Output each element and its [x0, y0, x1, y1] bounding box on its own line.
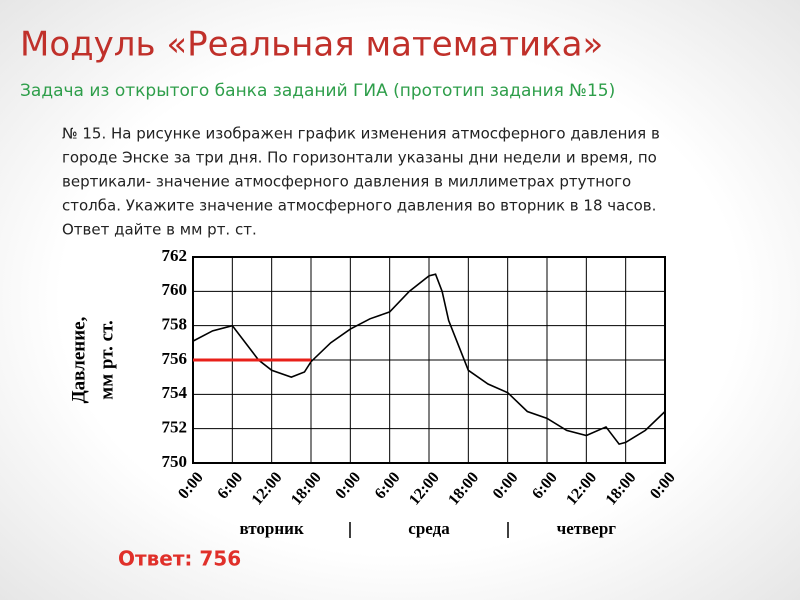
y-tick-label: 762	[162, 246, 188, 265]
problem-line: столба. Укажите значение атмосферного да…	[62, 197, 656, 215]
x-tick-label: 6:00	[214, 469, 246, 502]
y-tick-label: 750	[162, 452, 188, 471]
title: Модуль «Реальная математика»	[20, 25, 603, 65]
y-axis-label: Давление,	[68, 316, 89, 403]
x-tick-label: 18:00	[288, 469, 325, 509]
x-tick-label: 12:00	[406, 469, 443, 509]
day-label: четверг	[557, 519, 617, 538]
day-label: вторник	[240, 519, 304, 538]
y-tick-label: 760	[162, 280, 188, 299]
problem-line: вертикали- значение атмосферного давлени…	[62, 173, 631, 191]
y-axis-label: мм рт. ст.	[96, 320, 117, 399]
x-tick-label: 0:00	[647, 469, 679, 502]
x-tick-label: 0:00	[490, 469, 522, 502]
x-tick-label: 12:00	[249, 469, 286, 509]
problem-line: Ответ дайте в мм рт. ст.	[62, 221, 257, 239]
y-tick-label: 754	[162, 383, 188, 402]
subtitle: Задача из открытого банка заданий ГИА (п…	[20, 81, 615, 101]
problem-line: городе Энске за три дня. По горизонтали …	[62, 149, 657, 167]
x-tick-label: 6:00	[372, 469, 404, 502]
x-tick-label: 12:00	[563, 469, 600, 509]
x-tick-label: 18:00	[603, 469, 640, 509]
pressure-line	[192, 273, 666, 446]
problem-line: № 15. На рисунке изображен график измене…	[62, 125, 660, 143]
day-label: среда	[408, 519, 450, 538]
x-tick-label: 18:00	[445, 469, 482, 509]
y-tick-label: 758	[162, 315, 188, 334]
y-tick-label: 752	[162, 418, 188, 437]
answer: Ответ: 756	[118, 547, 241, 571]
y-tick-label: 756	[162, 349, 188, 368]
x-tick-label: 0:00	[175, 469, 207, 502]
x-tick-label: 0:00	[332, 469, 364, 502]
x-tick-label: 6:00	[529, 469, 561, 502]
